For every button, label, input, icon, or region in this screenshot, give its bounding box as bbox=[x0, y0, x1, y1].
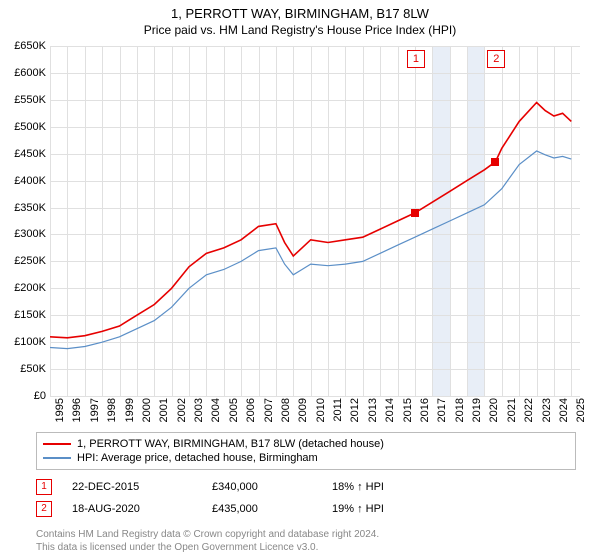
y-axis-label: £550K bbox=[14, 94, 46, 106]
legend-item-property: 1, PERROTT WAY, BIRMINGHAM, B17 8LW (det… bbox=[43, 437, 569, 451]
x-axis-label: 2006 bbox=[245, 398, 257, 422]
series-line-hpi bbox=[50, 151, 571, 349]
series-line-property bbox=[50, 103, 571, 338]
x-axis-label: 2025 bbox=[575, 398, 587, 422]
x-axis-label: 2004 bbox=[210, 398, 222, 422]
x-axis-label: 1997 bbox=[89, 398, 101, 422]
page-title: 1, PERROTT WAY, BIRMINGHAM, B17 8LW bbox=[0, 0, 600, 21]
sale-marker bbox=[411, 209, 419, 217]
legend-swatch bbox=[43, 457, 71, 459]
y-axis-label: £300K bbox=[14, 228, 46, 240]
chart: £0£50K£100K£150K£200K£250K£300K£350K£400… bbox=[50, 46, 580, 396]
legend: 1, PERROTT WAY, BIRMINGHAM, B17 8LW (det… bbox=[36, 432, 576, 470]
y-axis-label: £600K bbox=[14, 67, 46, 79]
x-axis-label: 2001 bbox=[158, 398, 170, 422]
sale-row: 2 18-AUG-2020£435,00019% ↑ HPI bbox=[36, 498, 452, 520]
y-axis-label: £350K bbox=[14, 202, 46, 214]
x-axis-label: 1995 bbox=[54, 398, 66, 422]
x-axis-label: 2003 bbox=[193, 398, 205, 422]
x-axis-label: 2008 bbox=[280, 398, 292, 422]
x-axis-label: 2011 bbox=[332, 398, 344, 422]
x-axis-label: 2024 bbox=[558, 398, 570, 422]
x-axis-label: 2014 bbox=[384, 398, 396, 422]
y-axis-label: £250K bbox=[14, 255, 46, 267]
x-axis-label: 1998 bbox=[106, 398, 118, 422]
x-axis-label: 2000 bbox=[141, 398, 153, 422]
y-axis-label: £100K bbox=[14, 336, 46, 348]
sales-table: 1 22-DEC-2015£340,00018% ↑ HPI 2 18-AUG-202… bbox=[36, 476, 452, 520]
footer-attribution: Contains HM Land Registry data © Crown c… bbox=[36, 528, 379, 554]
y-axis-label: £650K bbox=[14, 40, 46, 52]
sale-row: 1 22-DEC-2015£340,00018% ↑ HPI bbox=[36, 476, 452, 498]
gridline-horizontal bbox=[50, 396, 580, 397]
x-axis-label: 2018 bbox=[454, 398, 466, 422]
x-axis-label: 2021 bbox=[506, 398, 518, 422]
sale-price: £340,000 bbox=[212, 481, 332, 493]
sale-hpi-delta: 18% ↑ HPI bbox=[332, 481, 452, 493]
x-axis-label: 2007 bbox=[263, 398, 275, 422]
x-axis-label: 2002 bbox=[176, 398, 188, 422]
x-axis-label: 2022 bbox=[523, 398, 535, 422]
x-axis-label: 2009 bbox=[297, 398, 309, 422]
y-axis-label: £200K bbox=[14, 282, 46, 294]
sale-index-box: 2 bbox=[36, 501, 52, 517]
y-axis-label: £150K bbox=[14, 309, 46, 321]
x-axis-label: 2010 bbox=[315, 398, 327, 422]
sale-date: 22-DEC-2015 bbox=[72, 481, 212, 493]
sale-marker bbox=[491, 158, 499, 166]
x-axis-label: 2015 bbox=[402, 398, 414, 422]
y-axis-label: £450K bbox=[14, 148, 46, 160]
sale-hpi-delta: 19% ↑ HPI bbox=[332, 503, 452, 515]
sale-price: £435,000 bbox=[212, 503, 332, 515]
callout-box: 1 bbox=[407, 50, 425, 68]
sale-index-box: 1 bbox=[36, 479, 52, 495]
x-axis-label: 1996 bbox=[71, 398, 83, 422]
sale-date: 18-AUG-2020 bbox=[72, 503, 212, 515]
legend-label: HPI: Average price, detached house, Birm… bbox=[77, 452, 318, 464]
x-axis-label: 2016 bbox=[419, 398, 431, 422]
y-axis-label: £500K bbox=[14, 121, 46, 133]
legend-swatch bbox=[43, 443, 71, 445]
legend-item-hpi: HPI: Average price, detached house, Birm… bbox=[43, 451, 569, 465]
y-axis-label: £400K bbox=[14, 175, 46, 187]
x-axis-label: 1999 bbox=[124, 398, 136, 422]
footer-line: Contains HM Land Registry data © Crown c… bbox=[36, 528, 379, 541]
x-axis-label: 2017 bbox=[436, 398, 448, 422]
y-axis-label: £0 bbox=[34, 390, 46, 402]
page-subtitle: Price paid vs. HM Land Registry's House … bbox=[0, 21, 600, 37]
y-axis-label: £50K bbox=[20, 363, 46, 375]
x-axis-label: 2020 bbox=[488, 398, 500, 422]
chart-lines bbox=[50, 46, 580, 396]
x-axis-label: 2023 bbox=[541, 398, 553, 422]
legend-label: 1, PERROTT WAY, BIRMINGHAM, B17 8LW (det… bbox=[77, 438, 384, 450]
x-axis-label: 2019 bbox=[471, 398, 483, 422]
x-axis-label: 2012 bbox=[349, 398, 361, 422]
x-axis-label: 2005 bbox=[228, 398, 240, 422]
footer-line: This data is licensed under the Open Gov… bbox=[36, 541, 379, 554]
x-axis-label: 2013 bbox=[367, 398, 379, 422]
callout-box: 2 bbox=[487, 50, 505, 68]
